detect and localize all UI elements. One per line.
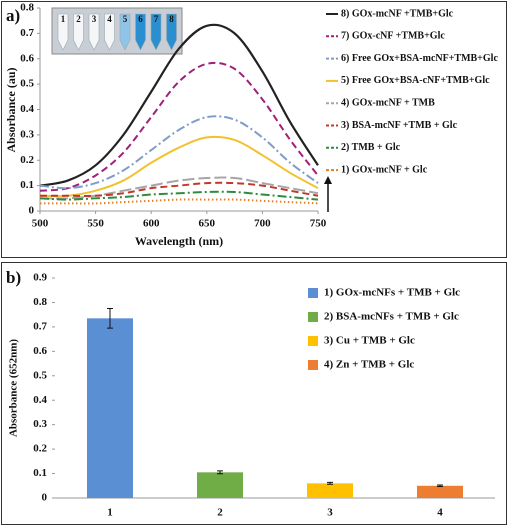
series-line — [39, 190, 319, 201]
inset-background — [52, 8, 182, 54]
inset-frame — [51, 7, 183, 55]
legend-label: 5) Free GOx+BSA-cNF+TMB+Glc — [341, 75, 490, 86]
y-tick-label: 0.3 — [20, 128, 34, 140]
vial — [57, 13, 69, 51]
y-tick-label: 0.2 — [20, 154, 34, 166]
error-bar — [217, 470, 223, 475]
series-line — [39, 23, 319, 187]
panel-label: b) — [6, 268, 21, 287]
x-tick-label: 500 — [32, 218, 49, 230]
y-tick-label: 0.5 — [33, 369, 47, 381]
error-bar — [107, 308, 113, 329]
x-tick-label: 600 — [143, 218, 160, 230]
y-tick-label: 0.6 — [20, 52, 34, 64]
y-tick-label: 0.4 — [20, 103, 34, 115]
legend-label: 2) BSA-mcNFs + TMB + Glc — [324, 311, 459, 323]
legend-label: 4) Zn + TMB + Glc — [324, 359, 414, 371]
vial — [104, 13, 115, 51]
y-tick-label: 0.1 — [20, 179, 34, 191]
vial — [166, 13, 177, 51]
arrow-head — [324, 176, 332, 184]
bar — [307, 483, 353, 498]
legend-label: 8) GOx-mcNF +TMB+Glc — [341, 8, 454, 19]
panel-frame — [1, 262, 507, 525]
bar — [417, 485, 463, 498]
x-tick-label: 750 — [310, 218, 327, 230]
x-tick-label: 650 — [199, 218, 216, 230]
legend-swatch — [308, 288, 318, 298]
y-tick-label: 0.7 — [33, 320, 47, 332]
y-tick-label: 0 — [42, 492, 48, 504]
legend-label: 1) GOx-mcNF + Glc — [341, 164, 428, 175]
y-tick-label: 0 — [29, 205, 35, 217]
series-line — [39, 135, 319, 198]
inset-label: 7 — [154, 14, 159, 24]
y-tick-label: 0.1 — [33, 467, 47, 479]
inset-label: 1 — [61, 14, 66, 24]
y-tick-label: 0.4 — [33, 394, 47, 406]
bar — [87, 318, 133, 498]
x-axis-label: Wavelength (nm) — [135, 234, 223, 248]
x-tick-label: 550 — [87, 218, 104, 230]
y-tick-label: 0.5 — [20, 78, 34, 90]
inset-label: 5 — [123, 14, 128, 24]
x-tick-label: 4 — [437, 507, 443, 519]
y-tick-label: 0.2 — [33, 443, 47, 455]
panel-label: a) — [6, 6, 20, 25]
y-tick-label: 0.3 — [33, 418, 47, 430]
legend-label: 2) TMB + Glc — [341, 142, 401, 153]
inset-photo — [51, 7, 183, 55]
panel-frame — [1, 1, 507, 258]
x-tick-label: 2 — [217, 507, 223, 519]
y-axis-label: Absorbance (au) — [4, 67, 18, 152]
inset-label: 6 — [138, 14, 143, 24]
series-line — [39, 176, 319, 200]
inset-label: 4 — [107, 14, 112, 24]
y-tick-label: 0.6 — [33, 345, 47, 357]
legend-swatch — [308, 360, 318, 370]
error-bar — [327, 481, 333, 485]
legend-label: 6) Free GOx+BSA-mcNF+TMB+Glc — [341, 53, 498, 64]
legend-label: 7) GOx-cNF +TMB+Glc — [341, 31, 445, 42]
vial — [135, 13, 146, 51]
legend-label: 3) BSA-mcNF +TMB + Glc — [341, 120, 458, 131]
vial — [119, 13, 131, 51]
legend-label: 1) GOx-mcNFs + TMB + Glc — [324, 287, 460, 299]
y-tick-label: 0.8 — [33, 296, 47, 308]
inset-label: 3 — [92, 14, 97, 24]
y-axis-label: Absorbance (652nm) — [8, 339, 20, 437]
legend-swatch — [308, 336, 318, 346]
series-line — [39, 115, 319, 190]
x-tick-label: 3 — [327, 507, 333, 519]
vial — [150, 13, 162, 51]
legend-label: 3) Cu + TMB + Glc — [324, 335, 415, 347]
y-tick-label: 0.7 — [20, 27, 34, 39]
legend-label: 4) GOx-mcNF + TMB — [341, 97, 435, 108]
x-tick-label: 700 — [254, 218, 271, 230]
vial — [73, 13, 84, 51]
series-line — [39, 61, 319, 192]
bar — [197, 472, 243, 498]
inset-label: 8 — [169, 14, 174, 24]
legend-swatch — [308, 312, 318, 322]
x-tick-label: 1 — [107, 507, 113, 519]
series-line — [39, 181, 319, 197]
y-tick-label: 0.9 — [33, 272, 47, 284]
inset-label: 2 — [76, 14, 81, 24]
error-bar — [437, 484, 443, 488]
y-tick-label: 0.8 — [20, 2, 34, 14]
vial — [88, 13, 100, 51]
